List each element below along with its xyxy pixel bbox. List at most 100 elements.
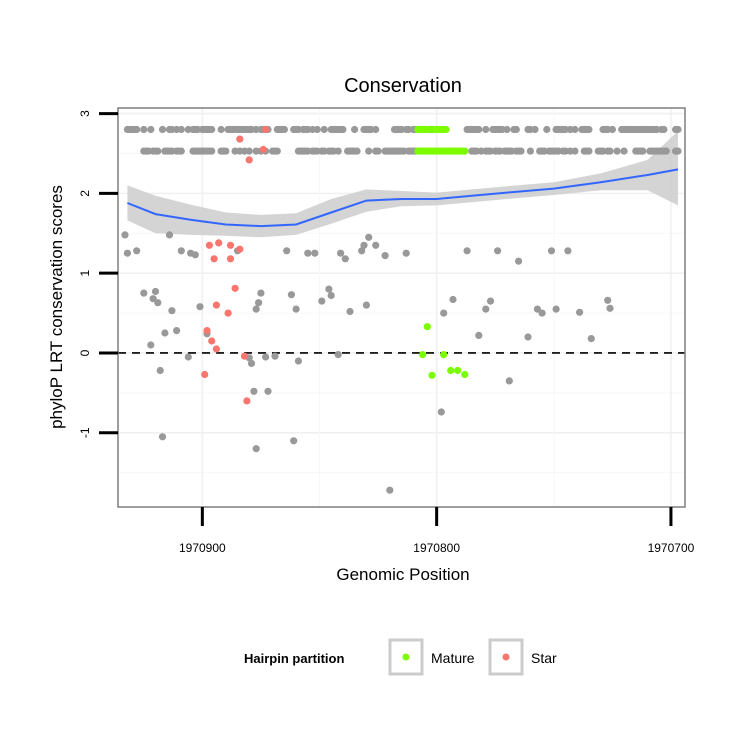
data-point-other xyxy=(531,125,539,134)
data-point-other xyxy=(360,241,368,249)
data-point-other xyxy=(318,297,326,305)
data-point-star xyxy=(210,255,218,263)
data-point-other xyxy=(662,147,670,155)
data-point-other xyxy=(177,247,185,255)
data-point-other xyxy=(381,252,389,260)
data-point-other xyxy=(613,147,621,155)
data-point-other xyxy=(362,301,370,309)
data-point-other xyxy=(660,125,668,134)
data-point-star xyxy=(262,125,270,134)
data-point-other xyxy=(339,125,347,134)
data-point-star xyxy=(243,397,251,405)
data-point-other xyxy=(365,233,373,241)
data-point-other xyxy=(608,125,617,134)
data-point-other xyxy=(255,299,263,307)
data-point-other xyxy=(341,255,349,263)
data-point-other xyxy=(257,289,265,297)
data-point-other xyxy=(503,125,511,134)
data-point-other xyxy=(327,291,335,300)
data-point-other xyxy=(337,249,345,257)
data-point-other xyxy=(133,125,141,134)
data-point-other xyxy=(123,249,131,257)
data-point-other xyxy=(552,305,560,313)
data-point-other xyxy=(280,125,288,134)
data-point-other xyxy=(334,147,342,155)
data-point-other xyxy=(372,125,380,134)
data-point-other xyxy=(372,241,380,249)
chart-title: Conservation xyxy=(344,75,462,97)
data-point-other xyxy=(437,408,445,416)
data-point-other xyxy=(287,291,295,299)
data-point-star xyxy=(201,370,209,379)
data-point-other xyxy=(576,308,584,316)
data-point-other xyxy=(196,303,204,311)
data-point-other xyxy=(304,249,312,257)
data-point-other xyxy=(154,299,162,307)
confidence-band-layer xyxy=(127,131,678,238)
data-point-other xyxy=(374,147,382,155)
data-point-mature xyxy=(423,323,431,331)
data-point-star xyxy=(259,145,267,154)
legend: Hairpin partition Mature Star xyxy=(244,638,557,676)
data-point-other xyxy=(402,249,410,257)
data-point-other xyxy=(475,125,483,134)
data-point-other xyxy=(311,249,319,257)
data-point-other xyxy=(325,285,333,293)
data-point-mature xyxy=(447,366,455,375)
data-point-other xyxy=(585,147,593,155)
panel-border xyxy=(117,107,686,508)
data-point-other xyxy=(292,305,300,313)
data-point-other xyxy=(191,251,199,259)
data-point-other xyxy=(512,125,520,134)
data-point-mature xyxy=(428,371,436,379)
smooth-trend-line xyxy=(127,168,679,228)
data-point-other xyxy=(290,437,298,445)
data-point-other xyxy=(515,257,523,265)
data-point-other xyxy=(346,307,354,316)
confidence-band xyxy=(127,131,678,238)
data-point-star xyxy=(208,337,216,345)
data-point-other xyxy=(604,296,612,304)
data-point-other xyxy=(173,327,181,335)
data-point-other xyxy=(585,125,593,134)
data-point-other xyxy=(177,147,185,155)
x-tick-label: 1970900 xyxy=(179,541,226,555)
data-point-star xyxy=(212,345,220,353)
data-point-other xyxy=(351,125,359,134)
data-point-other xyxy=(161,329,169,337)
data-point-star xyxy=(226,255,235,263)
data-point-other xyxy=(526,147,535,155)
data-point-mature xyxy=(442,125,450,134)
data-point-other xyxy=(353,147,361,155)
data-point-other xyxy=(151,287,160,296)
y-axis: -1 0 1 2 3 xyxy=(78,110,118,438)
points-layer xyxy=(121,125,682,494)
data-point-other xyxy=(273,147,281,155)
data-point-star xyxy=(203,327,211,335)
data-point-other xyxy=(674,147,682,155)
data-point-other xyxy=(184,353,192,361)
x-tick-label: 1970700 xyxy=(648,541,695,555)
legend-label-star: Star xyxy=(531,650,557,666)
x-axis-title: Genomic Position xyxy=(336,565,469,584)
data-point-other xyxy=(587,335,595,343)
data-point-other xyxy=(158,125,167,134)
data-point-other xyxy=(482,125,490,134)
data-point-mature xyxy=(461,370,469,379)
data-point-other xyxy=(674,125,682,134)
data-point-other xyxy=(494,247,502,255)
y-tick-label: -1 xyxy=(78,427,92,438)
data-point-other xyxy=(177,125,185,134)
data-point-star xyxy=(231,284,239,292)
x-axis: 1970900 1970800 1970700 xyxy=(179,507,695,555)
data-point-other xyxy=(386,486,394,494)
data-point-other xyxy=(140,125,148,134)
data-point-other xyxy=(606,147,614,155)
data-point-other xyxy=(564,247,572,255)
data-point-other xyxy=(571,125,579,134)
data-point-other xyxy=(165,231,174,239)
data-point-other xyxy=(365,147,373,155)
data-point-star xyxy=(226,241,235,249)
data-point-other xyxy=(320,125,328,134)
data-point-other xyxy=(463,247,471,255)
